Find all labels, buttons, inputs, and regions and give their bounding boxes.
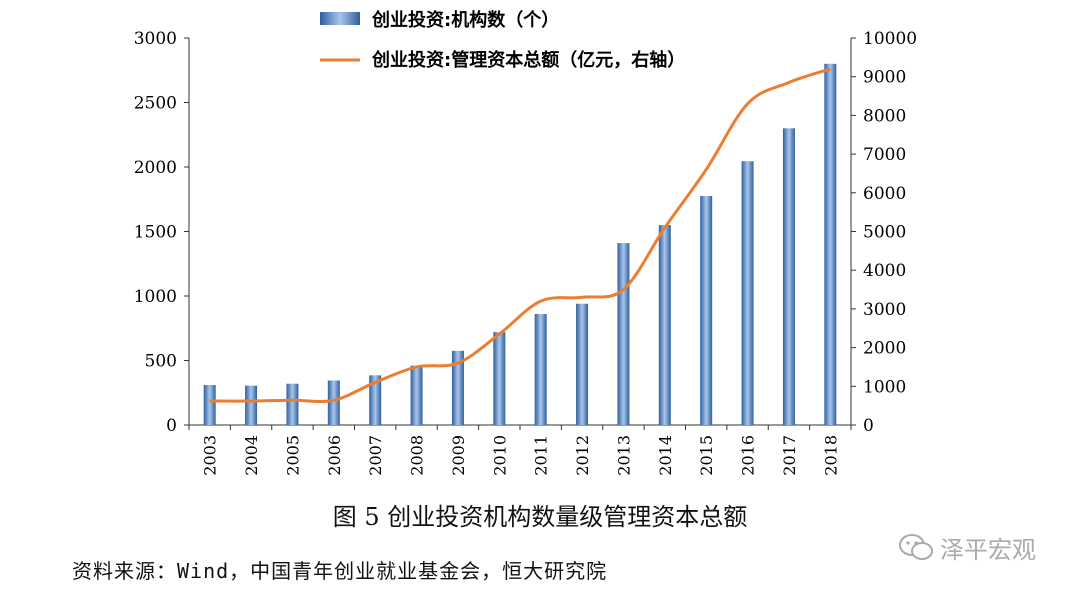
right-tick-label: 5000 (863, 223, 906, 243)
left-tick-label: 1500 (134, 223, 177, 243)
x-tick-label: 2012 (573, 435, 592, 476)
x-tick-label: 2008 (408, 435, 427, 476)
line-path (209, 67, 831, 404)
right-tick-label: 9000 (863, 68, 906, 88)
bar (534, 314, 547, 425)
right-tick-label: 10000 (863, 29, 917, 49)
bar (576, 303, 589, 425)
x-tick-label: 2011 (532, 435, 551, 476)
x-tick-label: 2015 (697, 435, 716, 476)
legend-bar-label: 创业投资:机构数（个） (371, 9, 559, 31)
bar (658, 225, 671, 425)
left-tick-label: 1000 (134, 287, 177, 307)
figure-caption: 图 5 创业投资机构数量级管理资本总额 (332, 503, 748, 531)
bar (700, 196, 713, 425)
x-tick-label: 2003 (201, 435, 220, 476)
x-tick-label: 2005 (283, 435, 302, 476)
source-note: 资料来源：Wind，中国青年创业就业基金会，恒大研究院 (72, 559, 608, 583)
right-tick-label: 1000 (863, 377, 906, 397)
left-tick-label: 2500 (134, 94, 177, 114)
bar (617, 243, 630, 425)
bar (410, 365, 423, 425)
x-tick-label: 2007 (366, 435, 385, 476)
left-tick-label: 2000 (134, 158, 177, 178)
x-axis-labels: 2003 2004 2005 2006 2007 2008 2009 2010 2011 2012… (201, 435, 841, 476)
x-tick-label: 2018 (821, 435, 840, 476)
x-tick-label: 2009 (449, 435, 468, 476)
bar-series (203, 63, 837, 426)
legend: 创业投资:机构数（个） 创业投资:管理资本总额（亿元，右轴） (320, 9, 685, 71)
left-tick-label: 0 (166, 416, 177, 436)
x-tick-label: 2017 (780, 435, 799, 476)
left-tick-label: 500 (145, 352, 177, 372)
right-tick-label: 8000 (863, 106, 906, 126)
right-tick-label: 3000 (863, 300, 906, 320)
wechat-icon (899, 533, 933, 560)
bar (451, 350, 464, 425)
bar (327, 380, 340, 425)
bar (286, 383, 299, 425)
line-series (209, 67, 831, 404)
right-tick-label: 6000 (863, 184, 906, 204)
legend-bar-swatch (320, 12, 360, 25)
x-tick-label: 2010 (490, 435, 509, 476)
bar (741, 161, 754, 425)
right-tick-label: 7000 (863, 145, 906, 165)
right-tick-label: 4000 (863, 261, 906, 281)
watermark: 泽平宏观 (898, 530, 1036, 565)
bar (824, 63, 837, 426)
bar (369, 375, 382, 425)
bar (782, 128, 795, 426)
right-tick-label: 2000 (863, 339, 906, 359)
x-tick-label: 2013 (614, 435, 633, 476)
bar (493, 332, 506, 425)
bar (203, 385, 216, 425)
x-tick-label: 2016 (739, 435, 758, 476)
x-tick-label: 2014 (656, 435, 675, 476)
left-tick-label: 3000 (134, 29, 177, 49)
right-tick-label: 0 (863, 416, 874, 436)
bar (245, 385, 258, 425)
legend-line-label: 创业投资:管理资本总额（亿元，右轴） (371, 49, 685, 71)
chart: 创业投资:机构数（个） 创业投资:管理资本总额（亿元，右轴） 0 500 1000 15… (134, 9, 917, 476)
x-tick-label: 2006 (325, 435, 344, 476)
watermark-text: 泽平宏观 (940, 536, 1036, 564)
axes: 0 500 1000 1500 2000 2500 3000 0 1000 2000 3000 400… (134, 29, 917, 436)
x-tick-label: 2004 (242, 435, 261, 476)
